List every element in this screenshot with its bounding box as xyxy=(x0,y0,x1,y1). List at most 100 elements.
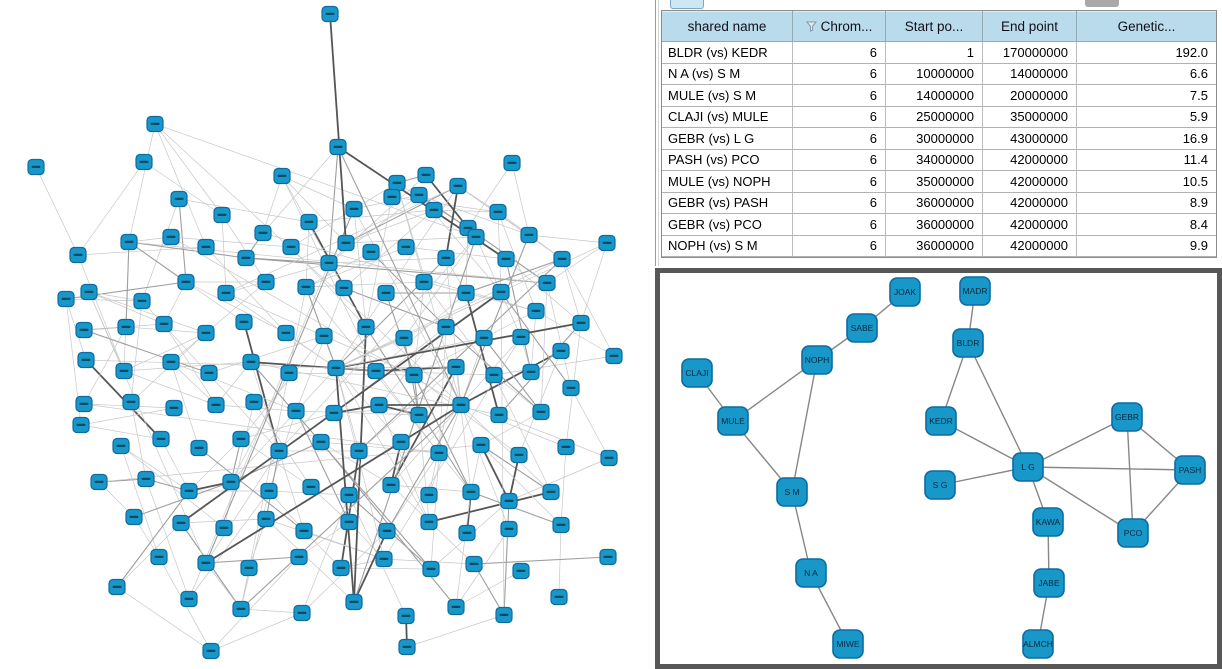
graph-edge-LG-GEBR[interactable] xyxy=(1027,416,1128,468)
left-graph-node[interactable] xyxy=(150,548,168,566)
graph-node-NOPH[interactable]: NOPH xyxy=(801,345,833,375)
left-graph-node[interactable] xyxy=(172,514,190,532)
left-graph-node[interactable] xyxy=(410,186,428,204)
left-graph-node[interactable] xyxy=(90,473,108,491)
left-graph-node[interactable] xyxy=(335,279,353,297)
table-row[interactable]: GEBR (vs) L G 6 30000000 43000000 16.9 xyxy=(662,128,1216,150)
overview-network-canvas[interactable] xyxy=(0,0,655,669)
left-graph-node[interactable] xyxy=(315,327,333,345)
left-graph-node[interactable] xyxy=(599,548,617,566)
left-graph-node[interactable] xyxy=(197,238,215,256)
left-graph-node[interactable] xyxy=(240,559,258,577)
left-graph-node[interactable] xyxy=(420,513,438,531)
left-graph-node[interactable] xyxy=(72,416,90,434)
left-graph-node[interactable] xyxy=(490,406,508,424)
left-graph-node[interactable] xyxy=(290,548,308,566)
left-graph-node[interactable] xyxy=(420,486,438,504)
table-row[interactable]: PASH (vs) PCO 6 34000000 42000000 11.4 xyxy=(662,149,1216,171)
graph-edge-LG-PCO[interactable] xyxy=(1027,466,1134,534)
left-graph-node[interactable] xyxy=(293,604,311,622)
left-graph-node[interactable] xyxy=(378,522,396,540)
left-graph-node[interactable] xyxy=(125,508,143,526)
left-graph-node[interactable] xyxy=(542,483,560,501)
graph-node-SM[interactable]: S M xyxy=(776,477,808,507)
left-graph-node[interactable] xyxy=(350,442,368,460)
left-graph-node[interactable] xyxy=(232,430,250,448)
subnetwork-canvas[interactable]: JOAK MADR SABE BLDR NOPH CLAJI MULE KEDR GEBR L G… xyxy=(660,273,1217,664)
left-graph-node[interactable] xyxy=(489,203,507,221)
left-graph-node[interactable] xyxy=(215,519,233,537)
left-graph-node[interactable] xyxy=(197,554,215,572)
left-graph-node[interactable] xyxy=(320,254,338,272)
left-graph-node[interactable] xyxy=(112,437,130,455)
left-graph-node[interactable] xyxy=(532,403,550,421)
graph-node-SABE[interactable]: SABE xyxy=(846,313,878,343)
left-graph-node[interactable] xyxy=(557,438,575,456)
left-graph-node[interactable] xyxy=(405,366,423,384)
left-graph-node[interactable] xyxy=(395,329,413,347)
left-graph-node[interactable] xyxy=(370,396,388,414)
left-graph-node[interactable] xyxy=(162,228,180,246)
left-graph-node[interactable] xyxy=(327,359,345,377)
left-graph-node[interactable] xyxy=(367,362,385,380)
column-header-shared-name[interactable]: shared name xyxy=(662,11,793,42)
panel-tab-sliver[interactable] xyxy=(670,0,704,9)
left-graph-node[interactable] xyxy=(503,154,521,172)
left-graph-node[interactable] xyxy=(340,486,358,504)
left-graph-node[interactable] xyxy=(538,274,556,292)
left-graph-node[interactable] xyxy=(452,396,470,414)
left-graph-node[interactable] xyxy=(237,249,255,267)
left-graph-node[interactable] xyxy=(492,283,510,301)
left-graph-node[interactable] xyxy=(410,406,428,424)
left-graph-node[interactable] xyxy=(465,555,483,573)
scrollbar-thumb-sliver[interactable] xyxy=(1085,0,1119,7)
left-graph-node[interactable] xyxy=(321,5,339,23)
left-graph-node[interactable] xyxy=(397,238,415,256)
left-graph-node[interactable] xyxy=(312,433,330,451)
left-graph-node[interactable] xyxy=(270,442,288,460)
graph-node-MADR[interactable]: MADR xyxy=(959,276,991,306)
left-graph-node[interactable] xyxy=(430,444,448,462)
left-graph-node[interactable] xyxy=(235,313,253,331)
column-header-end-point[interactable]: End point xyxy=(983,11,1077,42)
left-graph-node[interactable] xyxy=(500,492,518,510)
left-graph-node[interactable] xyxy=(152,430,170,448)
left-graph-node[interactable] xyxy=(180,482,198,500)
left-graph-node[interactable] xyxy=(120,233,138,251)
left-graph-node[interactable] xyxy=(297,278,315,296)
left-graph-node[interactable] xyxy=(510,446,528,464)
left-graph-node[interactable] xyxy=(282,238,300,256)
left-graph-node[interactable] xyxy=(467,228,485,246)
left-graph-node[interactable] xyxy=(417,166,435,184)
left-graph-node[interactable] xyxy=(497,250,515,268)
table-row[interactable]: CLAJI (vs) MULE 6 25000000 35000000 5.9 xyxy=(662,106,1216,128)
left-graph-node[interactable] xyxy=(27,158,45,176)
left-graph-node[interactable] xyxy=(425,201,443,219)
graph-node-JABE[interactable]: JABE xyxy=(1033,568,1065,598)
table-row[interactable]: NOPH (vs) S M 6 36000000 42000000 9.9 xyxy=(662,235,1216,257)
graph-node-MULE[interactable]: MULE xyxy=(717,406,749,436)
column-header-genetic---[interactable]: Genetic... xyxy=(1077,11,1216,42)
graph-node-ALMCH[interactable]: ALMCH xyxy=(1022,629,1054,659)
left-graph-node[interactable] xyxy=(202,642,220,660)
left-graph-node[interactable] xyxy=(108,578,126,596)
left-graph-node[interactable] xyxy=(300,213,318,231)
graph-node-CLAJI[interactable]: CLAJI xyxy=(681,358,713,388)
left-graph-node[interactable] xyxy=(447,358,465,376)
left-graph-node[interactable] xyxy=(600,449,618,467)
left-graph-node[interactable] xyxy=(277,324,295,342)
table-row[interactable]: GEBR (vs) PASH 6 36000000 42000000 8.9 xyxy=(662,192,1216,214)
panel-splitter-line[interactable] xyxy=(655,0,656,266)
left-graph-node[interactable] xyxy=(122,393,140,411)
table-row[interactable]: N A (vs) S M 6 10000000 14000000 6.6 xyxy=(662,63,1216,85)
table-row[interactable]: GEBR (vs) PCO 6 36000000 42000000 8.4 xyxy=(662,214,1216,236)
graph-node-LG[interactable]: L G xyxy=(1012,452,1044,482)
left-graph-node[interactable] xyxy=(80,283,98,301)
left-graph-node[interactable] xyxy=(165,399,183,417)
left-graph-node[interactable] xyxy=(462,483,480,501)
left-graph-node[interactable] xyxy=(415,273,433,291)
graph-edge-LG-PASH[interactable] xyxy=(1027,466,1191,471)
left-graph-node[interactable] xyxy=(562,379,580,397)
left-graph-node[interactable] xyxy=(340,513,358,531)
left-graph-node[interactable] xyxy=(280,364,298,382)
